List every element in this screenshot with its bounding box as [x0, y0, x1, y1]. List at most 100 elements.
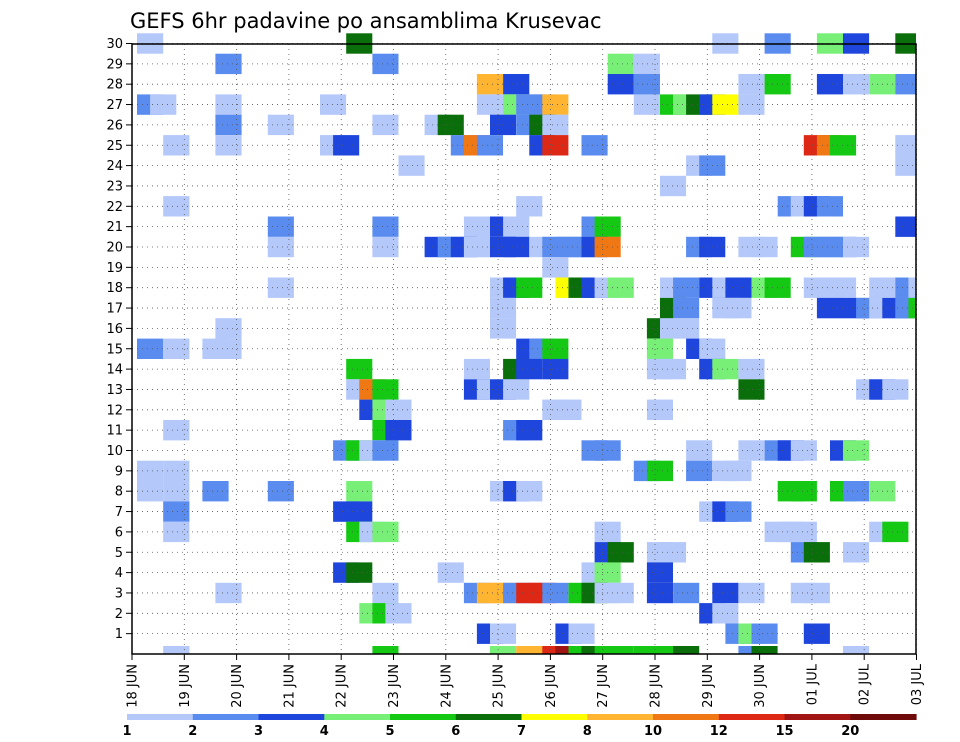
- precip-cell: [673, 646, 700, 654]
- y-tick-label: 1: [115, 627, 123, 642]
- precip-cell: [163, 338, 190, 359]
- precip-cell: [490, 318, 517, 339]
- colorbar-swatch: [587, 714, 654, 720]
- colorbar-swatch: [718, 714, 786, 720]
- precip-cell: [660, 542, 687, 563]
- precip-cell: [372, 440, 399, 461]
- y-tick-label: 3: [115, 586, 123, 601]
- precip-cell: [516, 196, 543, 217]
- precip-cell: [163, 196, 190, 217]
- precip-cell: [372, 216, 399, 237]
- precip-cell: [882, 521, 909, 543]
- precip-cell: [516, 646, 543, 654]
- colorbar-swatch: [850, 714, 917, 720]
- precip-cell: [803, 623, 830, 644]
- colorbar-swatch: [521, 714, 588, 720]
- colorbar-label: 4: [320, 724, 329, 739]
- precip-cell: [607, 542, 634, 563]
- precip-cell: [882, 379, 909, 400]
- precip-cell: [267, 277, 294, 298]
- precip-cell: [686, 440, 713, 461]
- precip-cell: [738, 646, 765, 654]
- precip-cell: [542, 582, 569, 604]
- x-tick-label: 19 JUN: [178, 664, 193, 708]
- precip-cell: [843, 646, 870, 654]
- precip-cell: [372, 582, 399, 604]
- precip-cell: [437, 114, 464, 136]
- precip-cell: [712, 603, 739, 624]
- y-tick-label: 23: [106, 179, 123, 194]
- precip-cell: [895, 74, 916, 95]
- x-tick-label: 01 JUL: [805, 663, 820, 705]
- colorbar-swatch: [653, 714, 720, 720]
- y-tick-label: 10: [106, 444, 123, 459]
- precip-cell: [346, 562, 373, 583]
- precip-cell: [490, 646, 517, 654]
- x-tick-label: 18 JUN: [126, 664, 141, 708]
- precip-cell: [803, 582, 830, 604]
- precip-cell: [660, 358, 687, 380]
- precip-cell: [490, 114, 517, 136]
- precip-cell: [738, 379, 765, 400]
- precip-cell: [607, 53, 634, 75]
- precip-cell: [830, 277, 857, 298]
- precip-cell: [751, 623, 778, 644]
- precip-cell: [372, 646, 399, 654]
- precip-cell: [673, 582, 700, 604]
- precip-cell: [503, 216, 530, 237]
- precip-cell: [215, 582, 242, 604]
- precip-cell: [215, 135, 242, 156]
- precip-cell: [843, 481, 870, 502]
- precip-cell: [215, 114, 242, 136]
- precip-cell: [895, 155, 916, 176]
- precip-cell: [725, 460, 752, 482]
- y-tick-label: 25: [106, 139, 123, 154]
- precip-cell: [333, 135, 360, 156]
- grid-lines: [132, 43, 917, 654]
- precip-cell: [751, 646, 778, 654]
- y-tick-label: 15: [106, 342, 123, 357]
- y-tick-label: 11: [106, 424, 123, 439]
- x-axis-ticks: 18 JUN 19 JUN 20 JUN 21 JUN 22 JUN 23 JUN 24 J…: [126, 654, 925, 708]
- precip-cell: [503, 236, 530, 258]
- precip-cell: [542, 94, 569, 115]
- precip-cell: [712, 94, 739, 115]
- y-tick-label: 8: [115, 485, 123, 500]
- precip-cell: [803, 542, 830, 563]
- x-tick-label: 29 JUN: [701, 664, 716, 708]
- colorbar-label: 1: [122, 724, 131, 739]
- colorbar: 1 2 3 4 5 6 7 8 10 12 15 20: [122, 714, 917, 739]
- precip-cell: [267, 216, 294, 237]
- colorbar-swatch: [258, 714, 325, 720]
- precip-cell: [816, 297, 843, 319]
- precip-cell: [725, 501, 752, 522]
- precip-cell: [673, 277, 700, 298]
- precip-cell: [267, 236, 294, 258]
- precip-cell: [790, 521, 817, 543]
- x-tick-label: 25 JUN: [492, 664, 507, 708]
- precip-cell: [673, 297, 700, 319]
- chart-title: GEFS 6hr padavine po ansamblima Krusevac: [130, 9, 602, 33]
- precip-cell: [594, 646, 621, 654]
- x-tick-label: 24 JUN: [439, 664, 454, 708]
- precip-cell: [790, 481, 817, 502]
- colorbar-swatch: [455, 714, 523, 720]
- precip-cell: [816, 196, 843, 217]
- precip-cell: [607, 646, 634, 654]
- y-tick-label: 5: [115, 546, 123, 561]
- precip-cell: [555, 646, 582, 654]
- colorbar-label: 20: [841, 724, 859, 739]
- precip-cell: [660, 646, 687, 654]
- y-tick-label: 27: [106, 98, 123, 113]
- precip-cell: [163, 135, 190, 156]
- precip-cell: [137, 338, 164, 359]
- y-tick-label: 29: [106, 57, 123, 72]
- precip-cell: [372, 379, 399, 400]
- precip-cell: [202, 481, 229, 502]
- precip-cell: [542, 257, 569, 278]
- colorbar-swatch: [127, 714, 194, 720]
- precip-cell: [686, 460, 713, 482]
- x-tick-label: 02 JUL: [858, 663, 873, 705]
- precip-cell: [542, 358, 569, 380]
- precip-cell: [830, 135, 857, 156]
